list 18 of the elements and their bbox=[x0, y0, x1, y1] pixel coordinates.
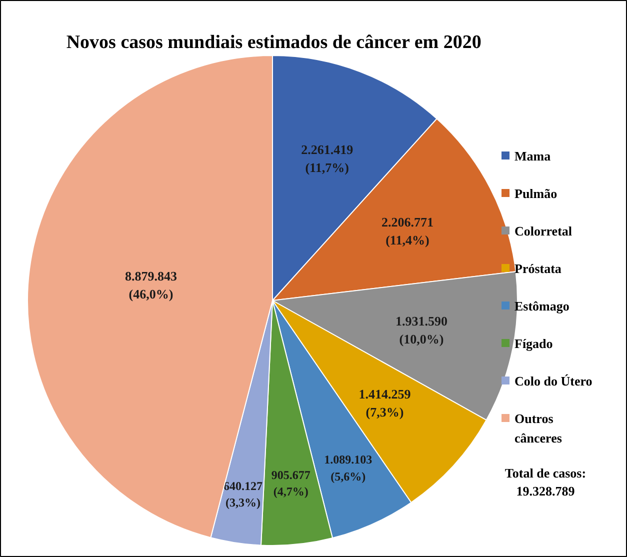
legend-label: Pulmão bbox=[514, 186, 558, 201]
legend-label: Estômago bbox=[514, 298, 570, 314]
data-label: 2.206.771 (11,4%) bbox=[381, 214, 434, 248]
text: Total de casos: 19.328.789 bbox=[504, 466, 586, 498]
data-label: 1.414.259 (7,3%) bbox=[358, 386, 412, 420]
data-label: 8.879.843 (46,0%) bbox=[124, 268, 178, 302]
data-label: 905.677 (4,7%) bbox=[271, 468, 310, 499]
legend-label: Mama bbox=[514, 148, 552, 164]
legend-label: Outros cânceres bbox=[514, 411, 562, 446]
legend-label: Colo do Útero bbox=[514, 374, 592, 388]
data-label: 640.127 (3,3%) bbox=[224, 478, 263, 510]
data-label: 1.931.590 (10,0%) bbox=[396, 314, 448, 347]
legend-label: Fígado bbox=[514, 336, 553, 351]
chart-title: Novos casos mundiais estimados de câncer em 2020 bbox=[66, 32, 482, 53]
legend-label: Colorretal bbox=[514, 224, 572, 238]
data-label: 1.089.103 (5,6%) bbox=[324, 452, 372, 484]
data-label: 2.261.419 (11,7%) bbox=[301, 142, 354, 176]
legend-label: Próstata bbox=[514, 261, 562, 276]
